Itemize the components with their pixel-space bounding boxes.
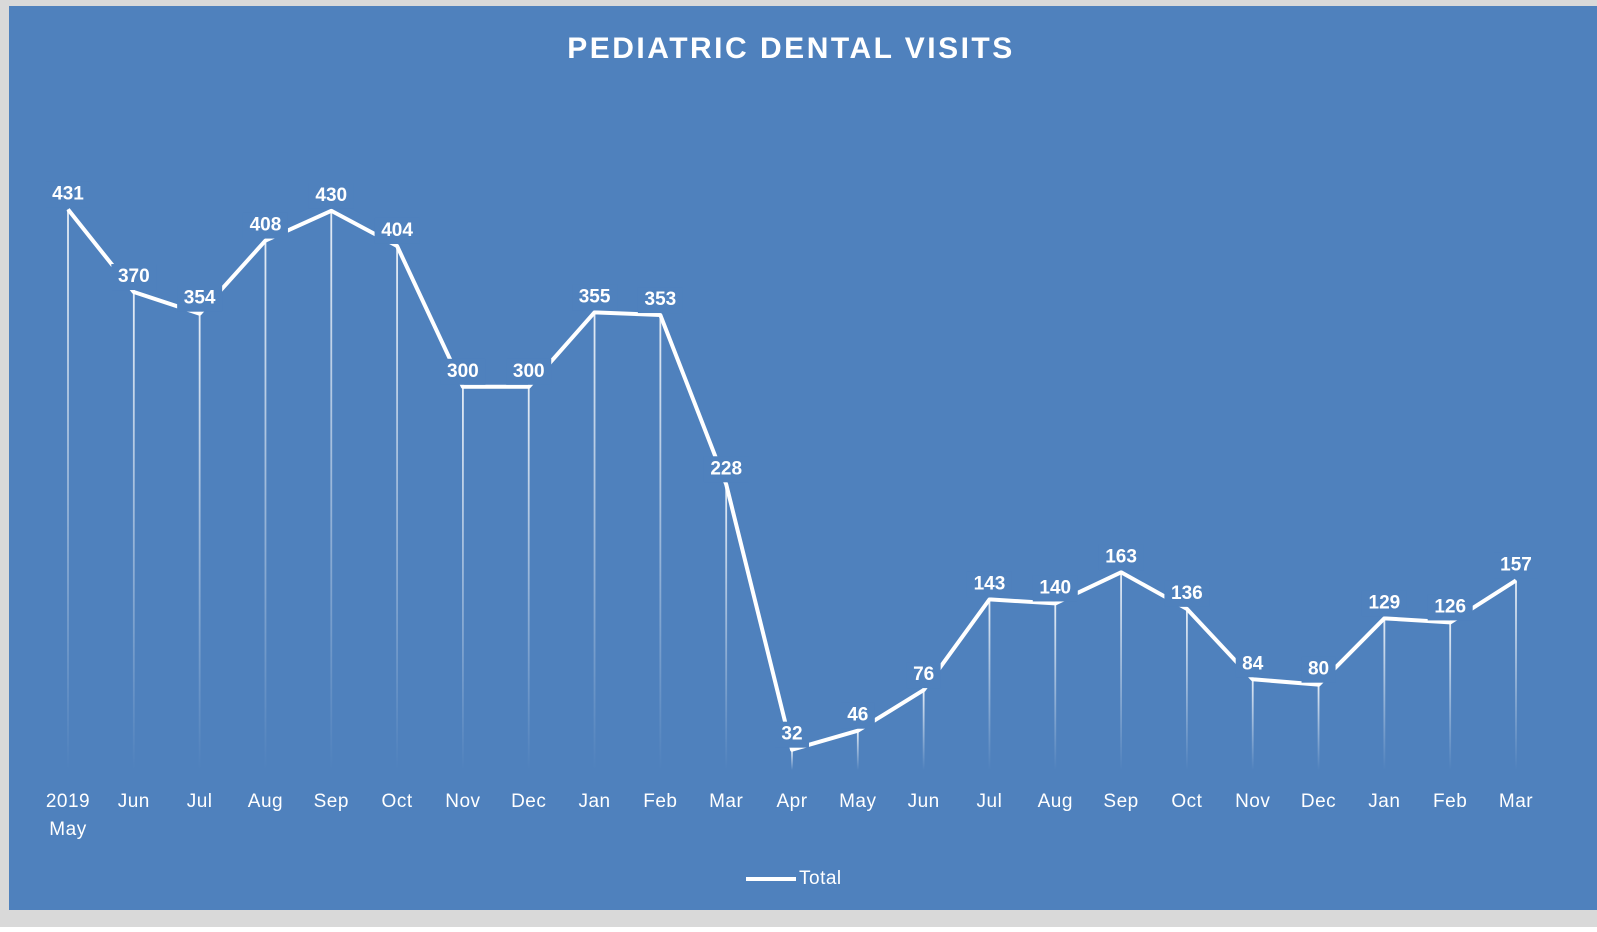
drop-line: [264, 240, 267, 770]
x-tick-label: Oct: [382, 791, 413, 812]
chart-area: [9, 6, 1597, 910]
data-label: 126: [1434, 596, 1466, 617]
drop-line: [725, 484, 728, 770]
x-tick-label: Jul: [977, 791, 1003, 812]
drop-line: [1186, 608, 1188, 770]
drop-line: [330, 210, 333, 770]
data-label: 32: [781, 724, 802, 745]
drop-line: [593, 312, 596, 770]
x-tick-label: Aug: [248, 791, 283, 812]
x-tick-label: Sep: [314, 791, 349, 812]
x-tick-label: Jun: [908, 791, 940, 812]
drop-line: [462, 386, 464, 770]
legend-label: Total: [799, 868, 842, 889]
drop-line: [132, 292, 135, 770]
x-tick-label: Dec: [1301, 791, 1336, 812]
label-background: [111, 264, 157, 291]
x-tick-label: Jan: [578, 791, 610, 812]
x-tick-label: Feb: [643, 791, 677, 812]
x-tick-label: Feb: [1433, 791, 1467, 812]
label-background: [1164, 580, 1210, 607]
label-background: [637, 287, 683, 314]
x-tick-label: Oct: [1171, 791, 1202, 812]
label-background: [703, 456, 749, 483]
label-background: [308, 182, 354, 209]
x-tick-label: Nov: [1235, 791, 1270, 812]
data-label: 228: [710, 458, 742, 479]
label-background: [1032, 575, 1078, 602]
drop-line: [1383, 618, 1386, 770]
drop-line: [922, 690, 925, 770]
x-tick-label: Apr: [776, 791, 807, 812]
data-label: 300: [513, 361, 545, 382]
x-tick-label: May: [839, 791, 876, 812]
drop-line: [1317, 684, 1320, 770]
drop-line: [1515, 580, 1517, 770]
data-label: 46: [847, 705, 868, 726]
drop-line: [1251, 679, 1254, 770]
label-background: [45, 181, 91, 208]
data-label: 143: [974, 573, 1006, 594]
label-background: [506, 358, 552, 385]
label-background: [374, 217, 420, 244]
label-background: [440, 358, 486, 385]
x-tick-label: Aug: [1038, 791, 1073, 812]
drop-line: [198, 313, 201, 770]
drop-line: [659, 315, 662, 770]
label-background: [242, 212, 288, 239]
data-label: 353: [645, 289, 677, 310]
label-background: [572, 284, 618, 311]
label-background: [1235, 651, 1270, 678]
chart-title: PEDIATRIC DENTAL VISITS: [567, 32, 1015, 65]
x-tick-label: Dec: [511, 791, 546, 812]
data-label: 430: [315, 185, 347, 206]
data-label: 404: [381, 220, 413, 241]
data-label: 300: [447, 361, 479, 382]
label-background: [966, 571, 1012, 598]
x-tick-label: 2019 May: [46, 791, 90, 840]
data-label: 129: [1369, 592, 1401, 613]
label-background: [1493, 552, 1539, 579]
data-label: 355: [579, 286, 611, 307]
drop-line: [396, 245, 398, 770]
data-label: 140: [1039, 577, 1071, 598]
drop-line: [527, 386, 530, 770]
label-background: [1427, 594, 1473, 621]
label-background: [775, 721, 809, 748]
x-tick-label: Mar: [709, 791, 743, 812]
data-label: 76: [913, 664, 934, 685]
drop-line: [791, 749, 793, 770]
x-tick-label: Jan: [1368, 791, 1400, 812]
data-label: 80: [1308, 659, 1329, 680]
data-label: 354: [184, 288, 216, 309]
drop-line: [1120, 572, 1122, 770]
drop-line: [1449, 622, 1452, 770]
drop-line: [67, 209, 69, 770]
drop-line: [856, 730, 859, 770]
label-background: [177, 285, 223, 312]
data-label: 136: [1171, 583, 1203, 604]
series-line: [66, 208, 1518, 752]
x-tick-label: Nov: [445, 791, 480, 812]
x-tick-label: Sep: [1103, 791, 1138, 812]
x-tick-label: Jun: [118, 791, 150, 812]
data-label: 84: [1242, 653, 1264, 674]
label-background: [840, 702, 875, 729]
drop-line: [988, 599, 991, 770]
label-background: [1098, 544, 1144, 571]
label-background: [1361, 590, 1407, 617]
label-background: [1301, 656, 1336, 683]
x-tick-label: Jul: [187, 791, 213, 812]
data-label: 431: [52, 183, 84, 204]
drop-line: [1054, 603, 1057, 770]
data-label: 157: [1500, 554, 1532, 575]
label-background: [906, 662, 941, 689]
x-tick-label: Mar: [1499, 791, 1533, 812]
data-label: 408: [250, 215, 282, 236]
data-label: 163: [1105, 546, 1137, 567]
data-label: 370: [118, 266, 150, 287]
